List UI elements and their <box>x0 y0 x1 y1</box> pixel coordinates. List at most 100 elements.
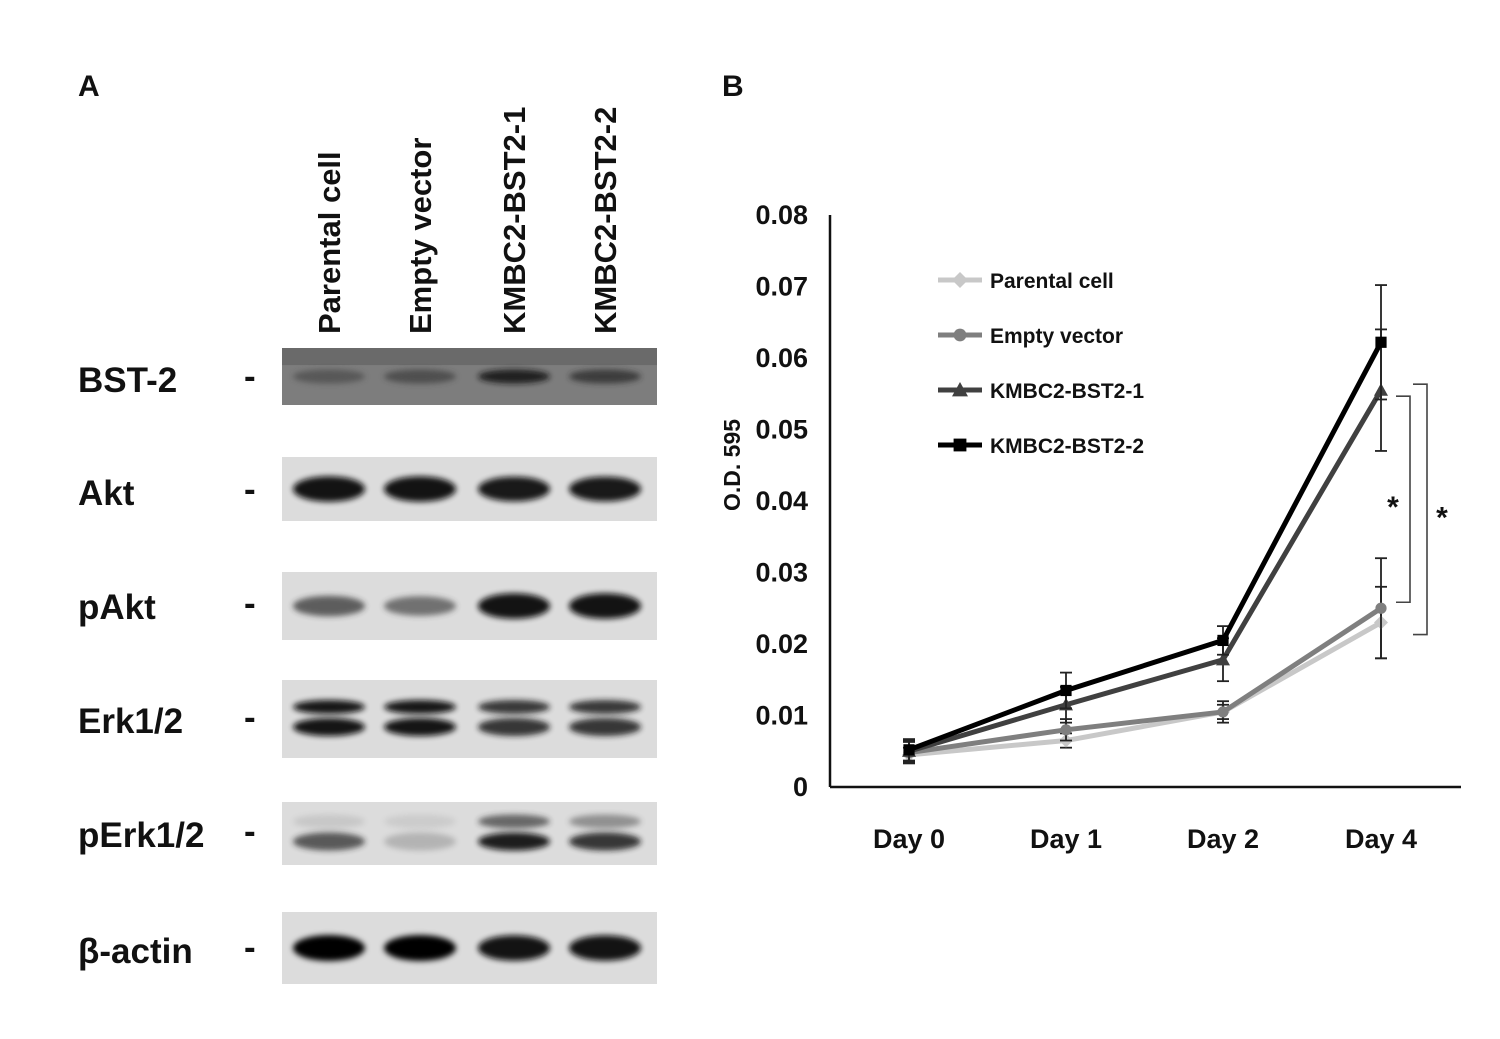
blot-label-actin: β-actin <box>78 932 193 971</box>
size-marker-dash: - <box>244 812 256 851</box>
size-marker-dash: - <box>244 698 256 737</box>
data-point <box>1060 684 1072 697</box>
y-axis-title: O.D. 595 <box>719 419 745 511</box>
band-lower-perk1-2-empty-vector <box>384 832 456 851</box>
band-pakt-empty-vector <box>384 596 456 616</box>
legend-swatch-marker <box>952 272 968 288</box>
bracket-line <box>1396 395 1411 604</box>
band-lower-erk1-2-kmbc2-bst2-2 <box>569 718 641 736</box>
band-bst-2-parental-cell <box>293 369 365 384</box>
y-tick-label: 0.04 <box>755 486 808 516</box>
band-pakt-kmbc2-bst2-1 <box>478 593 550 619</box>
band-actin-kmbc2-bst2-1 <box>478 935 550 961</box>
band-lower-perk1-2-parental-cell <box>293 832 365 851</box>
x-tick-label: Day 2 <box>1187 824 1259 854</box>
significance-bracket: * <box>1413 383 1448 636</box>
data-point <box>1375 336 1387 348</box>
band-akt-kmbc2-bst2-1 <box>478 476 550 502</box>
panel-a-letter: A <box>78 70 100 103</box>
data-point <box>1217 706 1229 718</box>
band-lower-erk1-2-kmbc2-bst2-1 <box>478 718 550 736</box>
band-upper-perk1-2-kmbc2-bst2-2 <box>569 814 641 829</box>
y-tick-label: 0.01 <box>755 701 808 731</box>
data-point <box>903 744 915 756</box>
series-line <box>908 620 1383 758</box>
legend-label: Empty vector <box>990 325 1123 348</box>
band-bst-2-empty-vector <box>384 369 456 384</box>
x-tick-label: Day 4 <box>1345 824 1417 854</box>
y-tick-label: 0.02 <box>755 629 808 659</box>
legend-item-kmbc2-bst2-2: KMBC2-BST2-2 <box>938 435 1144 458</box>
legend-swatch-marker <box>953 438 967 452</box>
legend-label: KMBC2-BST2-2 <box>990 435 1144 458</box>
series-line <box>908 388 1384 754</box>
legend-swatch-marker <box>953 328 967 342</box>
lane-label-kmbc2-bst2-2: KMBC2-BST2-2 <box>588 107 623 334</box>
band-upper-erk1-2-kmbc2-bst2-1 <box>478 700 550 714</box>
lane-label-empty-vector: Empty vector <box>403 138 438 334</box>
band-lower-perk1-2-kmbc2-bst2-2 <box>569 832 641 851</box>
size-marker-dash: - <box>244 470 256 509</box>
blot-background-shade <box>282 348 657 366</box>
band-upper-erk1-2-empty-vector <box>384 700 456 714</box>
band-akt-kmbc2-bst2-2 <box>569 476 641 502</box>
size-marker-dash: - <box>244 584 256 623</box>
legend-item-kmbc2-bst2-1: KMBC2-BST2-1 <box>938 380 1144 403</box>
band-actin-kmbc2-bst2-2 <box>569 935 641 961</box>
band-upper-perk1-2-parental-cell <box>293 814 365 829</box>
band-actin-parental-cell <box>293 935 365 961</box>
band-bst-2-kmbc2-bst2-1 <box>478 369 550 384</box>
band-lower-perk1-2-kmbc2-bst2-1 <box>478 832 550 851</box>
y-tick-label: 0 <box>793 772 808 802</box>
legend-label: Parental cell <box>990 270 1114 293</box>
y-tick-label: 0.08 <box>755 200 808 230</box>
band-actin-empty-vector <box>384 935 456 961</box>
band-upper-perk1-2-kmbc2-bst2-1 <box>478 814 550 829</box>
data-point <box>1375 602 1387 614</box>
blot-label-perk1-2: pErk1/2 <box>78 816 204 855</box>
series-kmbc2-bst2-2 <box>903 284 1387 762</box>
blot-label-pakt: pAkt <box>78 588 156 627</box>
significance-star: * <box>1387 491 1399 524</box>
y-tick-label: 0.05 <box>755 415 808 445</box>
series-kmbc2-bst2-1 <box>902 328 1388 763</box>
panel-b-letter: B <box>722 70 744 103</box>
western-blot-panel: Parental cell Empty vector KMBC2-BST2-1 KMB… <box>78 107 657 984</box>
legend-item-empty-vector: Empty vector <box>938 325 1123 348</box>
lane-label-parental-cell: Parental cell <box>312 151 347 334</box>
significance-star: * <box>1436 501 1448 534</box>
legend-swatch-marker <box>952 382 968 397</box>
band-akt-empty-vector <box>384 476 456 502</box>
band-upper-erk1-2-kmbc2-bst2-2 <box>569 700 641 714</box>
significance-bracket: * <box>1387 395 1411 604</box>
size-marker-dash: - <box>244 928 256 967</box>
series-parental-cell <box>902 585 1388 763</box>
blot-label-erk1-2: Erk1/2 <box>78 702 183 741</box>
series-line <box>908 341 1384 753</box>
legend: Parental cell Empty vector KMBC2-BST2-1 KMB… <box>938 270 1144 458</box>
bracket-line <box>1413 383 1428 636</box>
band-akt-parental-cell <box>293 476 365 502</box>
size-marker-dash: - <box>244 357 256 396</box>
growth-line-chart: 0 0.01 0.02 0.03 0.04 0.05 0.06 0.07 0.08 Day 0 Da… <box>719 200 1461 854</box>
legend-label: KMBC2-BST2-1 <box>990 380 1144 403</box>
band-pakt-parental-cell <box>293 595 365 617</box>
band-bst-2-kmbc2-bst2-2 <box>569 369 641 384</box>
data-point <box>1216 652 1230 666</box>
legend-item-parental-cell: Parental cell <box>938 270 1114 293</box>
band-lower-erk1-2-empty-vector <box>384 718 456 736</box>
band-lower-erk1-2-parental-cell <box>293 718 365 736</box>
blot-label-akt: Akt <box>78 474 135 513</box>
y-tick-label: 0.03 <box>755 558 808 588</box>
band-upper-erk1-2-parental-cell <box>293 700 365 714</box>
series-line <box>908 606 1383 756</box>
data-point <box>1060 724 1072 736</box>
lane-label-kmbc2-bst2-1: KMBC2-BST2-1 <box>497 107 532 334</box>
y-tick-label: 0.06 <box>755 343 808 373</box>
x-tick-label: Day 0 <box>873 824 945 854</box>
x-tick-label: Day 1 <box>1030 824 1102 854</box>
blot-label-bst-2: BST-2 <box>78 361 177 400</box>
band-pakt-kmbc2-bst2-2 <box>569 593 641 619</box>
band-upper-perk1-2-empty-vector <box>384 814 456 829</box>
